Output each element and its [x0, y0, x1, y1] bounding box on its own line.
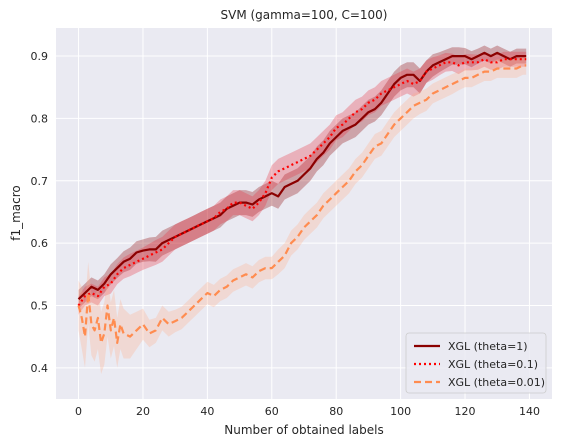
y-tick-label: 0.9: [31, 50, 49, 63]
legend-label-1: XGL (theta=1): [448, 340, 528, 353]
y-tick-label: 0.7: [31, 175, 49, 188]
y-tick-label: 0.6: [31, 237, 49, 250]
x-tick-label: 0: [75, 405, 82, 418]
y-tick-label: 0.5: [31, 299, 49, 312]
x-tick-label: 100: [390, 405, 411, 418]
series-line-3: [77, 64, 527, 344]
series-band-3: [78, 56, 527, 375]
y-tick-label: 0.8: [31, 112, 49, 125]
x-axis-label: Number of obtained labels: [224, 423, 383, 437]
x-tick-label: 80: [329, 405, 343, 418]
legend-box: [405, 332, 547, 394]
series-line-2: [77, 58, 527, 307]
series-lines: [77, 51, 527, 344]
y-ticks: 0.4 0.5 0.6 0.7 0.8 0.9: [31, 50, 49, 375]
legend-label-3: XGL (theta=0.01): [448, 376, 545, 389]
x-tick-label: 60: [265, 405, 279, 418]
grid: [56, 28, 552, 399]
x-ticks: 0 20 40 60 80 100 120 140: [75, 405, 540, 418]
legend-label-2: XGL (theta=0.1): [448, 358, 538, 371]
series-line-1: [77, 51, 527, 300]
y-tick-label: 0.4: [31, 362, 49, 375]
x-tick-label: 20: [136, 405, 150, 418]
x-tick-label: 120: [455, 405, 476, 418]
y-axis-label: f1_macro: [9, 185, 23, 241]
legend: XGL (theta=1) XGL (theta=0.1) XGL (theta=0…: [405, 332, 547, 394]
x-tick-label: 40: [200, 405, 214, 418]
x-tick-label: 140: [519, 405, 540, 418]
chart-title: SVM (gamma=100, C=100): [221, 8, 388, 22]
